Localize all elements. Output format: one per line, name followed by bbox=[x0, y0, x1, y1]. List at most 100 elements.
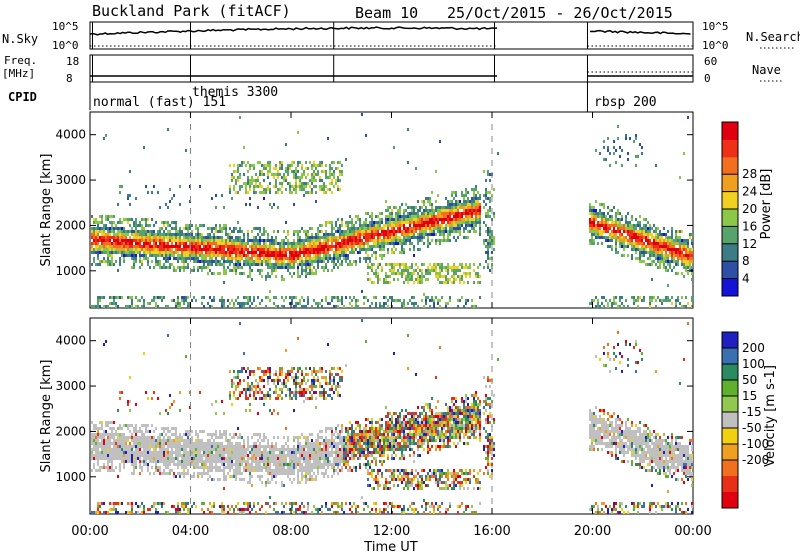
power-cell bbox=[391, 296, 393, 299]
power-cell bbox=[645, 218, 647, 221]
power-cell bbox=[303, 248, 305, 251]
power-cell bbox=[393, 239, 395, 242]
power-cell bbox=[353, 233, 355, 236]
power-cell bbox=[219, 227, 221, 230]
power-cell bbox=[345, 224, 347, 227]
power-cell bbox=[329, 254, 331, 257]
power-cell bbox=[95, 227, 97, 230]
power-cell bbox=[179, 257, 181, 260]
power-cell bbox=[619, 296, 621, 299]
power-cell bbox=[237, 239, 239, 242]
velocity-cell bbox=[143, 508, 145, 511]
power-cell bbox=[185, 248, 187, 251]
velocity-cell bbox=[117, 511, 119, 514]
power-cell bbox=[351, 245, 353, 248]
power-cell bbox=[149, 302, 151, 305]
power-cell bbox=[221, 194, 223, 197]
power-cell bbox=[491, 230, 493, 233]
cpid-label: CPID bbox=[8, 90, 37, 104]
power-cell bbox=[199, 251, 201, 254]
power-cell bbox=[305, 182, 307, 185]
power-cell bbox=[227, 305, 229, 308]
power-cell bbox=[105, 242, 107, 245]
power-cell bbox=[271, 173, 273, 176]
power-cell bbox=[251, 263, 253, 266]
power-cell bbox=[339, 263, 341, 266]
power-cell bbox=[363, 242, 365, 245]
power-cell bbox=[619, 230, 621, 233]
power-cell bbox=[473, 194, 475, 197]
velocity-cell bbox=[157, 469, 159, 472]
power-cell bbox=[155, 221, 157, 224]
velocity-cell bbox=[203, 463, 205, 466]
power-cell bbox=[627, 305, 629, 308]
velocity-cell bbox=[203, 445, 205, 448]
power-cell bbox=[307, 302, 309, 305]
power-cell bbox=[119, 236, 121, 239]
power-cell bbox=[219, 239, 221, 242]
power-cell bbox=[251, 251, 253, 254]
power-cell bbox=[197, 248, 199, 251]
power-cell bbox=[635, 251, 637, 254]
power-cell bbox=[647, 233, 649, 236]
velocity-cell bbox=[119, 469, 121, 472]
power-cell bbox=[307, 230, 309, 233]
power-cell bbox=[99, 248, 101, 251]
power-cell bbox=[413, 206, 415, 209]
velocity-cell bbox=[91, 439, 93, 442]
velocity-cell bbox=[119, 448, 121, 451]
power-cell bbox=[467, 197, 469, 200]
power-cell bbox=[313, 173, 315, 176]
power-cell bbox=[259, 260, 261, 263]
power-cell bbox=[233, 230, 235, 233]
power-cell bbox=[317, 173, 319, 176]
velocity-cell bbox=[135, 511, 137, 514]
power-cell bbox=[683, 257, 685, 260]
power-cell bbox=[643, 218, 645, 221]
velocity-cell bbox=[169, 460, 171, 463]
power-cell bbox=[127, 248, 129, 251]
power-cell bbox=[429, 197, 431, 200]
power-cell bbox=[475, 194, 477, 197]
power-cell bbox=[457, 209, 459, 212]
power-cell bbox=[405, 275, 407, 278]
power-cell bbox=[453, 191, 455, 194]
power-cell bbox=[235, 236, 237, 239]
power-cell bbox=[459, 212, 461, 215]
power-cell bbox=[301, 260, 303, 263]
power-cell bbox=[209, 245, 211, 248]
power-cell bbox=[219, 251, 221, 254]
velocity-cell bbox=[167, 448, 169, 451]
power-cell bbox=[487, 215, 489, 218]
power-cell bbox=[355, 302, 357, 305]
power-cell bbox=[459, 227, 461, 230]
power-cell bbox=[135, 230, 137, 233]
velocity-cell bbox=[185, 433, 187, 436]
power-cell bbox=[401, 221, 403, 224]
power-cell bbox=[427, 233, 429, 236]
power-cell bbox=[631, 248, 633, 251]
velocity-cell bbox=[169, 457, 171, 460]
power-cell bbox=[447, 233, 449, 236]
power-cell bbox=[281, 257, 283, 260]
velocity-cell bbox=[175, 436, 177, 439]
power-cell bbox=[301, 248, 303, 251]
power-cell bbox=[691, 239, 693, 242]
power-cell bbox=[591, 212, 593, 215]
power-cell bbox=[139, 230, 141, 233]
power-cell bbox=[221, 230, 223, 233]
power-cell bbox=[329, 239, 331, 242]
power-cell bbox=[167, 224, 169, 227]
power-cell bbox=[333, 176, 335, 179]
power-cell bbox=[411, 275, 413, 278]
power-cell bbox=[471, 206, 473, 209]
power-cell bbox=[633, 302, 635, 305]
power-cell bbox=[267, 239, 269, 242]
power-cell bbox=[681, 230, 683, 233]
power-cell bbox=[257, 248, 259, 251]
power-cell bbox=[371, 248, 373, 251]
velocity-cell bbox=[199, 391, 201, 394]
power-cell bbox=[251, 230, 253, 233]
power-cell bbox=[133, 254, 135, 257]
power-cell bbox=[639, 215, 641, 218]
